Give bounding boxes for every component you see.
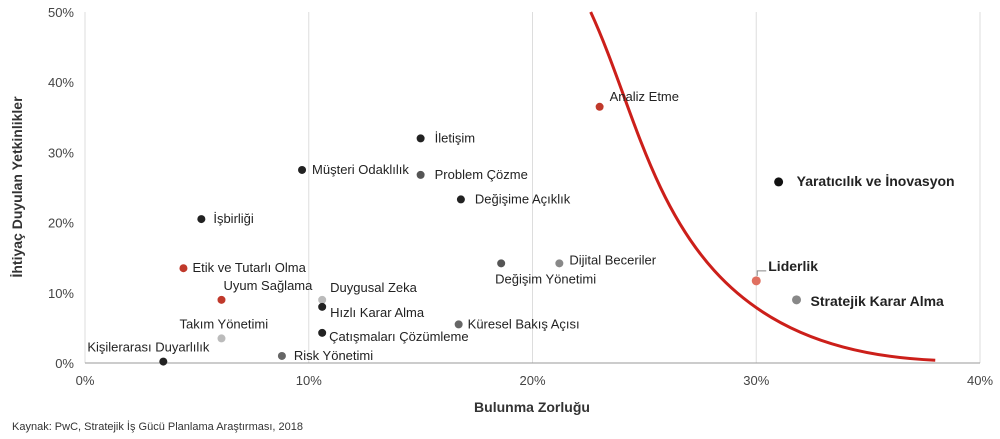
point-label: Küresel Bakış Açısı [468, 316, 580, 331]
point-label: Takım Yönetimi [179, 316, 268, 331]
x-axis-ticks: 0% 10% 20% 30% 40% [76, 373, 994, 388]
data-point [318, 328, 327, 337]
point-label: Müşteri Odaklılık [312, 162, 409, 177]
data-point [595, 102, 604, 111]
data-point [416, 134, 425, 143]
data-points: Kişilerarası Duyarlılık Takım Yönetimi Uyu… [87, 89, 955, 366]
point-label: Kişilerarası Duyarlılık [87, 340, 210, 355]
x-tick-label: 0% [76, 373, 95, 388]
point-label: Etik ve Tutarlı Olma [192, 260, 306, 275]
y-tick-label: 40% [48, 75, 74, 90]
data-point [751, 276, 761, 286]
data-point [456, 195, 465, 204]
point-label: Analiz Etme [610, 89, 679, 104]
frontier-curve [589, 11, 936, 362]
y-tick-label: 50% [48, 5, 74, 20]
x-tick-label: 10% [296, 373, 322, 388]
data-point [277, 351, 286, 360]
x-tick-label: 30% [743, 373, 769, 388]
leader-line [756, 270, 767, 276]
data-point [416, 170, 425, 179]
point-label: Risk Yönetimi [294, 348, 373, 363]
data-point [159, 357, 168, 366]
point-label: Çatışmaları Çözümleme [329, 329, 468, 344]
x-tick-label: 20% [519, 373, 545, 388]
point-label: İletişim [435, 130, 475, 145]
point-label: Liderlik [768, 258, 818, 274]
point-label: Yaratıcılık ve İnovasyon [797, 173, 955, 189]
scatter-chart: 0% 10% 20% 30% 40% 0% 10% 20% 30% 40% 50% Kişiler… [9, 5, 994, 415]
y-axis-title: İhtiyaç Duyulan Yetkinlikler [9, 96, 25, 278]
point-label: Duygusal Zeka [330, 280, 417, 295]
x-axis-title: Bulunma Zorluğu [474, 399, 590, 415]
data-point [497, 259, 506, 268]
data-point [792, 295, 802, 305]
data-point [217, 295, 226, 304]
y-tick-label: 0% [55, 356, 74, 371]
source-note: Kaynak: PwC, Stratejik İş Gücü Planlama … [12, 421, 304, 433]
data-point [197, 215, 206, 224]
grid-lines [84, 12, 981, 364]
point-label: Problem Çözme [435, 167, 528, 182]
point-label: Uyum Sağlama [223, 278, 313, 293]
y-tick-label: 20% [48, 216, 74, 231]
point-label: İşbirliği [213, 211, 254, 226]
y-axis-ticks: 0% 10% 20% 30% 40% 50% [48, 5, 74, 371]
data-point [774, 177, 784, 187]
data-point [454, 320, 463, 329]
data-point [179, 264, 188, 273]
point-label: Stratejik Karar Alma [811, 293, 945, 309]
data-point [555, 259, 564, 268]
point-label: Değişime Açıklık [475, 191, 571, 206]
data-point [217, 334, 226, 343]
point-label: Dijital Beceriler [569, 252, 656, 267]
x-tick-label: 40% [967, 373, 993, 388]
y-tick-label: 30% [48, 145, 74, 160]
data-point [318, 302, 327, 311]
point-label: Hızlı Karar Alma [330, 305, 425, 320]
y-tick-label: 10% [48, 286, 74, 301]
data-point [318, 295, 327, 304]
point-label: Değişim Yönetimi [495, 271, 596, 286]
data-point [298, 165, 307, 174]
